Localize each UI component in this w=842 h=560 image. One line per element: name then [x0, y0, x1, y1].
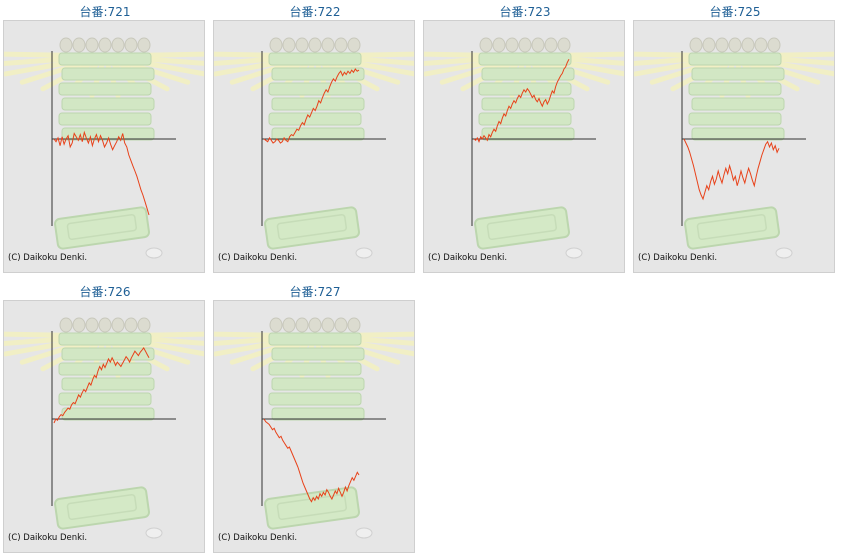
machine-illustration [634, 37, 834, 259]
chart-svg [4, 37, 204, 259]
chart-svg [424, 37, 624, 259]
chart-title-link[interactable]: 台番:726 [79, 285, 131, 299]
chart-title-link[interactable]: 台番:722 [289, 5, 341, 19]
chart-cell: 台番:721 (C) Daikoku Denki. [0, 0, 210, 280]
chart-cell: 台番:725 (C) Daikoku Denki. [630, 0, 840, 280]
machine-illustration [4, 37, 204, 259]
machine-illustration [214, 317, 414, 539]
chart-cell: 台番:723 (C) Daikoku Denki. [420, 0, 630, 280]
copyright-text: (C) Daikoku Denki. [8, 253, 88, 263]
series-line [683, 138, 780, 201]
chart-svg [214, 317, 414, 539]
series-line [53, 130, 150, 216]
chart-cell: 台番:726 (C) Daikoku Denki. [0, 280, 210, 560]
series-line [263, 68, 360, 144]
chart-title-link[interactable]: 台番:721 [79, 5, 131, 19]
chart-panel: (C) Daikoku Denki. [3, 300, 205, 553]
copyright-text: (C) Daikoku Denki. [218, 533, 298, 543]
copyright-text: (C) Daikoku Denki. [428, 253, 508, 263]
chart-panel: (C) Daikoku Denki. [3, 20, 205, 273]
chart-panel: (C) Daikoku Denki. [423, 20, 625, 273]
chart-title-link[interactable]: 台番:725 [709, 5, 761, 19]
chart-title-link[interactable]: 台番:723 [499, 5, 551, 19]
chart-panel: (C) Daikoku Denki. [213, 300, 415, 553]
chart-svg [4, 317, 204, 539]
machine-illustration [4, 317, 204, 539]
copyright-text: (C) Daikoku Denki. [638, 253, 718, 263]
series-line [263, 418, 360, 503]
series-line [473, 58, 570, 144]
chart-cell: 台番:722 (C) Daikoku Denki. [210, 0, 420, 280]
chart-panel: (C) Daikoku Denki. [213, 20, 415, 273]
machine-illustration [214, 37, 414, 259]
copyright-text: (C) Daikoku Denki. [218, 253, 298, 263]
series-line [53, 346, 150, 424]
chart-svg [214, 37, 414, 259]
chart-panel: (C) Daikoku Denki. [633, 20, 835, 273]
chart-svg [634, 37, 834, 259]
machine-illustration [424, 37, 624, 259]
chart-title-link[interactable]: 台番:727 [289, 285, 341, 299]
chart-cell: 台番:727 (C) Daikoku Denki. [210, 280, 420, 560]
copyright-text: (C) Daikoku Denki. [8, 533, 88, 543]
